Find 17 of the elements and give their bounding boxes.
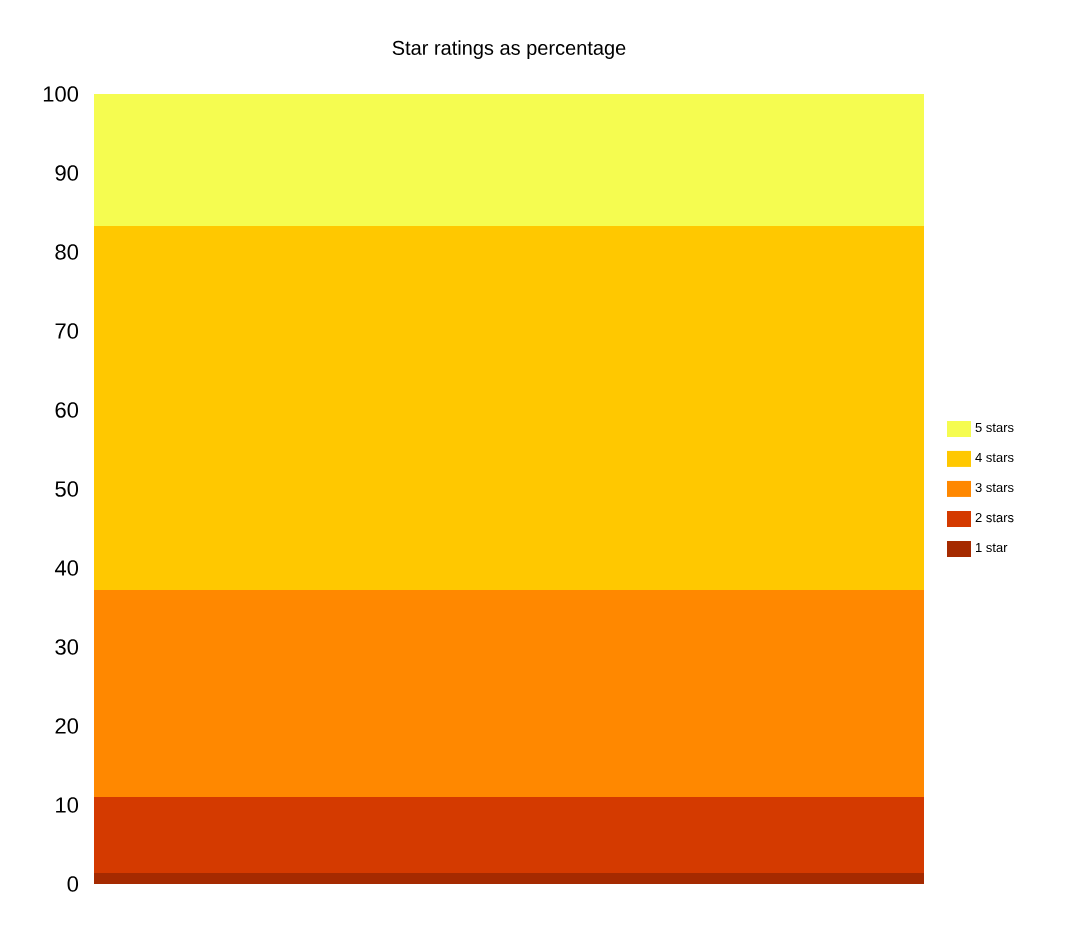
bar — [94, 590, 924, 798]
y-tick-label: 40 — [54, 560, 79, 576]
y-tick-label: 80 — [55, 244, 79, 260]
bar — [94, 225, 924, 591]
bar — [94, 93, 924, 226]
y-tick-label: 100 — [43, 86, 79, 102]
chart-title: Star ratings as percentage — [392, 40, 626, 59]
y-tick-label: 70 — [55, 323, 79, 339]
y-tick-label: 10 — [56, 797, 79, 813]
y-tick-label: 30 — [55, 639, 79, 655]
y-tick-label: 60 — [55, 402, 79, 418]
y-tick-label: 0 — [67, 876, 79, 892]
y-tick-label: 50 — [55, 481, 79, 497]
y-tick-label: 20 — [55, 718, 79, 734]
bar — [94, 872, 924, 884]
y-tick-label: 90 — [55, 165, 79, 181]
bar — [94, 797, 924, 873]
